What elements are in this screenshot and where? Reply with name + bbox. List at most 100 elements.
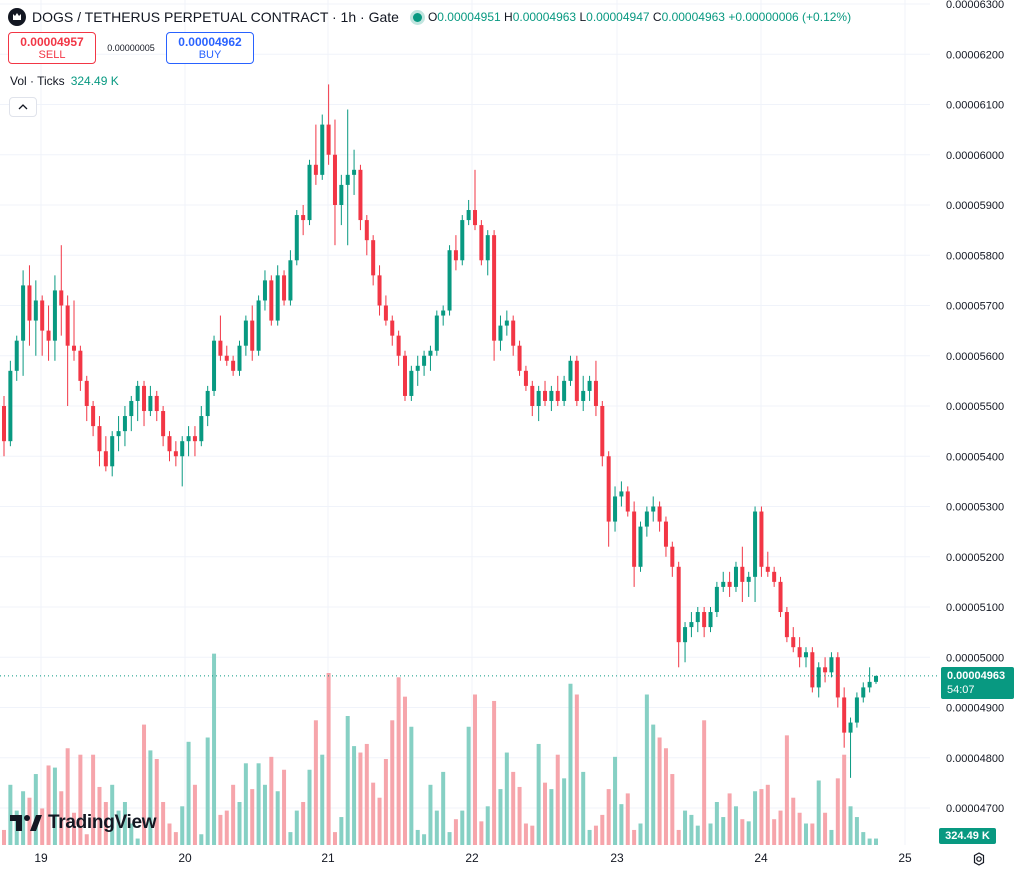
candle-body: [441, 310, 446, 316]
volume-bar: [727, 793, 732, 845]
volume-bar: [632, 829, 637, 845]
open-label: O: [427, 10, 438, 24]
candle-body: [447, 250, 452, 311]
trade-buttons: 0.00004957 SELL 0.00000005 0.00004962 BU…: [8, 32, 254, 64]
volume-bar: [555, 754, 560, 845]
volume-bar: [313, 720, 318, 845]
candle-body: [218, 340, 223, 356]
volume-bar: [543, 782, 548, 845]
volume-bar: [861, 832, 866, 845]
sell-price: 0.00004957: [20, 35, 84, 49]
volume-bar: [466, 726, 471, 845]
volume-bar: [619, 804, 624, 845]
volume-bar: [52, 767, 57, 845]
price-tick-label: 0.00005600: [946, 351, 1004, 363]
buy-button[interactable]: 0.00004962 BUY: [166, 32, 254, 64]
volume-bars: [2, 653, 878, 845]
candle-body: [224, 355, 229, 361]
volume-bar: [345, 716, 350, 845]
candle-body: [294, 215, 299, 261]
candle-body: [816, 667, 821, 688]
candle-body: [689, 622, 694, 628]
volume-bar: [485, 806, 490, 845]
volume-bar: [409, 726, 414, 845]
candle-body: [352, 169, 357, 175]
volume-bar: [600, 814, 605, 845]
candle-body: [746, 576, 751, 582]
volume-bar: [523, 823, 528, 845]
volume-bar: [714, 802, 719, 845]
volume-value-tag: 324.49 K: [939, 828, 996, 844]
candle-body: [823, 667, 828, 673]
volume-bar: [46, 765, 51, 845]
candle-body: [148, 395, 153, 412]
volume-bar: [613, 756, 618, 845]
volume-bar: [676, 829, 681, 845]
volume-bar: [810, 823, 815, 845]
candle-body: [765, 566, 770, 572]
candle-body: [383, 305, 388, 321]
volume-bar: [740, 819, 745, 845]
volume-bar: [663, 748, 668, 845]
volume-bar: [383, 759, 388, 845]
volume-bar: [129, 823, 134, 845]
volume-bar: [816, 780, 821, 845]
sell-button[interactable]: 0.00004957 SELL: [8, 32, 96, 64]
candle-body: [422, 355, 427, 366]
candle-body: [142, 385, 147, 412]
candle-body: [199, 416, 204, 442]
candle-body: [116, 431, 121, 437]
volume-bar: [415, 829, 420, 845]
volume-bar: [97, 786, 102, 845]
volume-bar: [803, 823, 808, 845]
candle-body: [549, 390, 554, 401]
candle-body: [479, 225, 484, 261]
buy-price: 0.00004962: [178, 35, 242, 49]
volume-bar: [72, 812, 77, 845]
volume-bar: [683, 810, 688, 845]
candle-body: [313, 164, 318, 175]
volume-bar: [27, 797, 32, 845]
change-value: +0.00000006 (+0.12%): [728, 10, 852, 24]
collapse-legend-button[interactable]: [9, 97, 37, 117]
candle-body: [167, 436, 172, 452]
candle-body: [377, 275, 382, 306]
candle-body: [173, 451, 178, 457]
tradingview-wordmark: TradingView: [48, 812, 157, 833]
candle-body: [186, 436, 191, 442]
volume-bar: [574, 694, 579, 845]
symbol-title[interactable]: DOGS / TETHERUS PERPETUAL CONTRACT · 1h …: [32, 9, 399, 25]
candle-body: [72, 345, 77, 351]
chart-settings-button[interactable]: [969, 849, 989, 869]
price-tick-label: 0.00004900: [946, 703, 1004, 715]
tradingview-logo[interactable]: TradingView: [10, 812, 157, 834]
candle-body: [861, 687, 866, 698]
buy-label: BUY: [198, 49, 222, 61]
volume-bar: [460, 810, 465, 845]
volume-bar: [84, 834, 89, 845]
volume-bar: [110, 784, 115, 845]
close-label: C: [652, 10, 662, 24]
candle-body: [702, 612, 707, 628]
candle-body: [390, 320, 395, 336]
price-tick-label: 0.00005000: [946, 652, 1004, 664]
low-label: L: [579, 10, 587, 24]
volume-bar: [784, 735, 789, 845]
volume-bar: [301, 802, 306, 845]
volume-bar: [791, 797, 796, 845]
volume-legend[interactable]: Vol · Ticks 324.49 K: [10, 74, 119, 88]
candle-body: [396, 335, 401, 356]
volume-bar: [320, 754, 325, 845]
candle-body: [867, 681, 872, 688]
volume-bar: [237, 802, 242, 845]
volume-bar: [695, 825, 700, 845]
volume-bar: [269, 756, 274, 845]
symbol-legend: DOGS / TETHERUS PERPETUAL CONTRACT · 1h …: [8, 6, 851, 28]
candle-body: [250, 320, 255, 351]
candle-body: [504, 320, 509, 326]
candle-body: [415, 365, 420, 371]
volume-bar: [288, 832, 293, 845]
volume-bar: [473, 694, 478, 845]
candle-body: [103, 451, 108, 467]
